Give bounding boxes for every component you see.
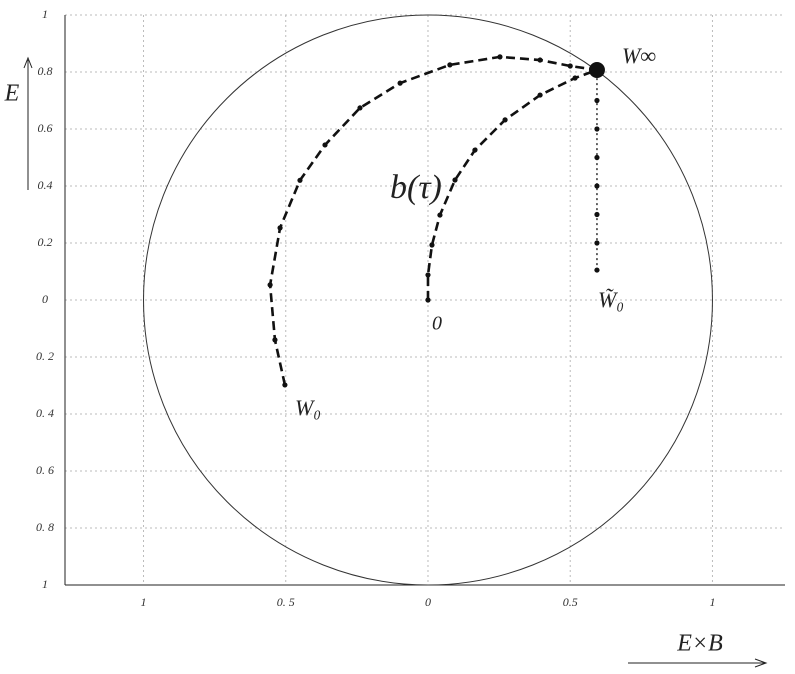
point [497,54,503,60]
y-tick-label: 0.8 [38,64,53,78]
x-tick-label: 0. 5 [277,595,295,609]
y-tick-label: 0. 4 [36,406,54,420]
y-tick-label: 0 [42,292,48,306]
y-tick-label: 0. 6 [36,463,54,477]
point [429,242,435,248]
x-tick-label: 0 [425,595,431,609]
point [502,117,508,123]
point [594,126,600,132]
point [437,212,443,218]
point [322,142,328,148]
y-tick-label: 1 [42,577,48,591]
y-axis-label: E [4,81,20,107]
y-tick-label: 0.2 [38,235,53,249]
point [282,382,288,388]
unit-circle [143,14,713,586]
point [267,282,273,288]
point [357,105,363,111]
point [472,147,478,153]
series-line [268,55,598,386]
point [537,92,543,98]
x-tick-label: 1 [141,595,147,609]
point [397,80,403,86]
point [594,154,600,161]
point [572,75,578,81]
point [277,225,283,231]
end-point [588,62,605,79]
y-tick-label: 0.6 [38,121,53,135]
point [594,183,600,189]
y-tick-label: 0. 2 [36,349,54,363]
point [425,272,431,278]
point [594,240,600,246]
annotation: 0 [432,313,442,335]
point [594,267,600,273]
point [297,177,303,183]
point [452,177,458,183]
y-arrow-head [23,56,33,69]
x-arrow-head [754,658,768,668]
point [425,297,431,303]
point [447,62,453,68]
annotation: b(τ) [390,169,442,206]
x-tick-label: 0.5 [563,595,578,609]
x-tick-label: 1 [709,595,715,609]
series-line [426,68,598,300]
point [537,57,543,63]
annotation: W₀ [295,395,321,420]
y-tick-label: 0.4 [38,178,53,192]
point [272,337,278,343]
point [594,211,600,218]
x-axis-label: E×B [676,631,723,657]
y-tick-label: 1 [42,7,48,21]
point [594,97,600,104]
annotation: W̃₀ [598,287,624,312]
point [567,63,573,69]
y-tick-label: 0. 8 [36,520,54,534]
annotation: W∞ [622,43,656,68]
